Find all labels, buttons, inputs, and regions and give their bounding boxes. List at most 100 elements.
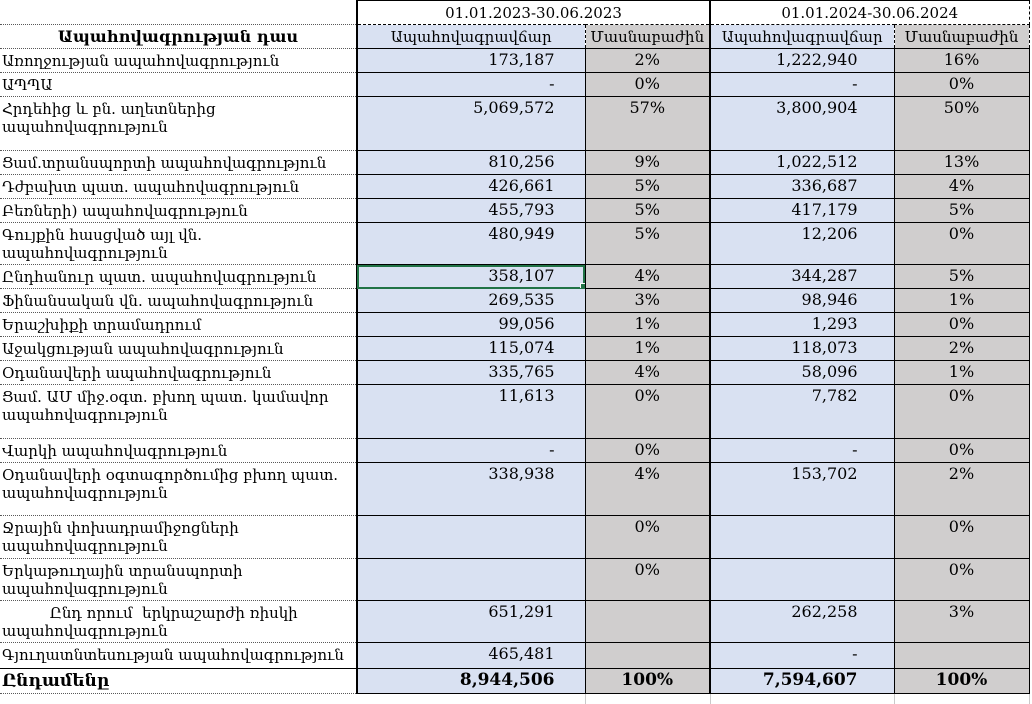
- premium-2023-cell[interactable]: -: [357, 439, 585, 463]
- share-2023-cell[interactable]: 1%: [585, 337, 710, 361]
- premium-2024-cell[interactable]: [710, 516, 894, 559]
- premium-2023-cell[interactable]: [357, 516, 585, 559]
- premium-2023-cell[interactable]: 335,765: [357, 361, 585, 385]
- class-cell[interactable]: Երաշխիքի տրամադրում: [0, 313, 357, 337]
- class-cell[interactable]: Առողջության ապահովագրություն: [0, 49, 357, 73]
- fill-handle[interactable]: [580, 283, 586, 289]
- premium-2023-cell[interactable]: 173,187: [357, 49, 585, 73]
- share-2023-cell[interactable]: [585, 601, 710, 643]
- premium-2024-cell[interactable]: 336,687: [710, 175, 894, 199]
- share-2023-cell[interactable]: 4%: [585, 265, 710, 289]
- premium-2024-cell[interactable]: 417,179: [710, 199, 894, 223]
- premium-2023-cell[interactable]: 338,938: [357, 463, 585, 516]
- total-share-2023-cell[interactable]: 100%: [585, 669, 710, 694]
- premium-2023-cell[interactable]: 99,056: [357, 313, 585, 337]
- class-cell[interactable]: Ջրային փոխադրամիջոցների ապահովագրություն: [0, 516, 357, 559]
- premium-2024-cell[interactable]: -: [710, 643, 894, 669]
- share-2024-cell[interactable]: 5%: [894, 265, 1029, 289]
- premium-2023-cell[interactable]: 465,481: [357, 643, 585, 669]
- corner-cell[interactable]: [0, 1, 357, 25]
- share-2024-cell[interactable]: 0%: [894, 313, 1029, 337]
- premium-2024-cell[interactable]: 153,702: [710, 463, 894, 516]
- share-2023-cell[interactable]: 5%: [585, 199, 710, 223]
- share-2024-cell[interactable]: 0%: [894, 439, 1029, 463]
- premium-2024-cell[interactable]: 118,073: [710, 337, 894, 361]
- total-label-cell[interactable]: Ընդամենը: [0, 669, 357, 694]
- class-cell[interactable]: Աջակցության ապահովագրություն: [0, 337, 357, 361]
- share-2024-cell[interactable]: 13%: [894, 151, 1029, 175]
- share-2023-cell[interactable]: 9%: [585, 151, 710, 175]
- share-2023-column-header[interactable]: Մասնաբաժին: [585, 25, 710, 49]
- share-2023-cell[interactable]: 5%: [585, 175, 710, 199]
- share-2024-cell[interactable]: [894, 643, 1029, 669]
- premium-2024-cell[interactable]: 12,206: [710, 223, 894, 265]
- premium-2024-cell[interactable]: 58,096: [710, 361, 894, 385]
- premium-2024-cell[interactable]: -: [710, 439, 894, 463]
- share-2024-cell[interactable]: 0%: [894, 73, 1029, 97]
- share-2023-cell[interactable]: 4%: [585, 463, 710, 516]
- share-2023-cell[interactable]: 5%: [585, 223, 710, 265]
- share-2023-cell[interactable]: [585, 643, 710, 669]
- premium-2023-cell[interactable]: 480,949: [357, 223, 585, 265]
- share-2023-cell[interactable]: 0%: [585, 516, 710, 559]
- premium-2023-cell[interactable]: 5,069,572: [357, 97, 585, 151]
- class-cell[interactable]: ԱՊՊԱ: [0, 73, 357, 97]
- share-2024-cell[interactable]: 0%: [894, 516, 1029, 559]
- premium-2024-cell[interactable]: 7,782: [710, 385, 894, 439]
- premium-2024-cell[interactable]: 1,022,512: [710, 151, 894, 175]
- premium-2023-cell[interactable]: [357, 559, 585, 601]
- premium-2023-cell[interactable]: 455,793: [357, 199, 585, 223]
- selected-cell[interactable]: 358,107: [357, 265, 585, 289]
- share-2024-cell[interactable]: 2%: [894, 337, 1029, 361]
- premium-2023-cell[interactable]: 269,535: [357, 289, 585, 313]
- class-cell[interactable]: Բեռների) ապահովագրություն: [0, 199, 357, 223]
- premium-2024-cell[interactable]: -: [710, 73, 894, 97]
- class-cell[interactable]: Երկաթուղային տրանսպորտի ապահովագրություն: [0, 559, 357, 601]
- class-cell[interactable]: Ընդհանուր պատ. ապահովագրություն: [0, 265, 357, 289]
- share-2024-cell[interactable]: 5%: [894, 199, 1029, 223]
- share-2023-cell[interactable]: 4%: [585, 361, 710, 385]
- class-cell[interactable]: Ընդ որում երկրաշարժի ռիսկի ապահովագրությ…: [0, 601, 357, 643]
- premium-2024-cell[interactable]: 1,293: [710, 313, 894, 337]
- class-cell[interactable]: Ցամ.տրանսպորտի ապահովագրություն: [0, 151, 357, 175]
- premium-2023-cell[interactable]: 810,256: [357, 151, 585, 175]
- class-cell[interactable]: Օդանավերի օգտագործումից բխող պատ. ապահով…: [0, 463, 357, 516]
- share-2024-cell[interactable]: 1%: [894, 289, 1029, 313]
- class-cell[interactable]: Վարկի ապահովագրություն: [0, 439, 357, 463]
- premium-2023-cell[interactable]: 115,074: [357, 337, 585, 361]
- premium-2024-cell[interactable]: [710, 559, 894, 601]
- class-cell[interactable]: Ֆինանսական վն. ապահովագրություն: [0, 289, 357, 313]
- share-2023-cell[interactable]: 0%: [585, 385, 710, 439]
- share-2024-column-header[interactable]: Մասնաբաժին: [894, 25, 1029, 49]
- class-cell[interactable]: Գյուղատնտեսության ապահովագրություն: [0, 643, 357, 669]
- premium-2024-cell[interactable]: 1,222,940: [710, 49, 894, 73]
- share-2024-cell[interactable]: 16%: [894, 49, 1029, 73]
- total-premium-2023-cell[interactable]: 8,944,506: [357, 669, 585, 694]
- share-2023-cell[interactable]: 0%: [585, 559, 710, 601]
- share-2024-cell[interactable]: 0%: [894, 223, 1029, 265]
- premium-2023-cell[interactable]: 11,613: [357, 385, 585, 439]
- premium-2023-cell[interactable]: 426,661: [357, 175, 585, 199]
- share-2023-cell[interactable]: 3%: [585, 289, 710, 313]
- premium-2023-column-header[interactable]: Ապահովագրավճար: [357, 25, 585, 49]
- share-2024-cell[interactable]: 1%: [894, 361, 1029, 385]
- premium-2024-column-header[interactable]: Ապահովագրավճար: [710, 25, 894, 49]
- class-cell[interactable]: Հրդեհից և բն. աղետներից ապահովագրություն: [0, 97, 357, 151]
- total-share-2024-cell[interactable]: 100%: [894, 669, 1029, 694]
- premium-2023-cell[interactable]: -: [357, 73, 585, 97]
- share-2024-cell[interactable]: 4%: [894, 175, 1029, 199]
- share-2024-cell[interactable]: 50%: [894, 97, 1029, 151]
- period-2023-header[interactable]: 01.01.2023-30.06.2023: [357, 1, 710, 25]
- share-2023-cell[interactable]: 57%: [585, 97, 710, 151]
- share-2023-cell[interactable]: 0%: [585, 439, 710, 463]
- period-2024-header[interactable]: 01.01.2024-30.06.2024: [710, 1, 1029, 25]
- share-2024-cell[interactable]: 3%: [894, 601, 1029, 643]
- premium-2023-cell[interactable]: 651,291: [357, 601, 585, 643]
- class-cell[interactable]: Օդանավերի ապահովագրություն: [0, 361, 357, 385]
- share-2023-cell[interactable]: 2%: [585, 49, 710, 73]
- share-2024-cell[interactable]: 0%: [894, 385, 1029, 439]
- total-premium-2024-cell[interactable]: 7,594,607: [710, 669, 894, 694]
- class-cell[interactable]: Դժբախտ պատ. ապահովագրություն: [0, 175, 357, 199]
- premium-2024-cell[interactable]: 262,258: [710, 601, 894, 643]
- share-2024-cell[interactable]: 0%: [894, 559, 1029, 601]
